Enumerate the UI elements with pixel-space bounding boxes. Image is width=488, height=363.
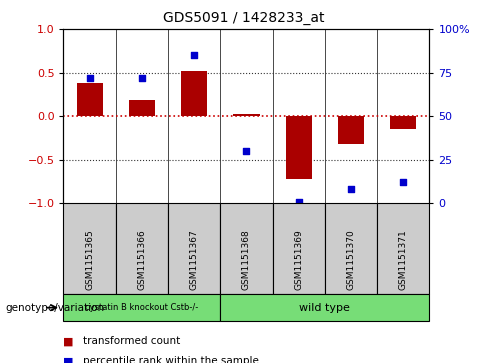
Point <box>190 52 198 58</box>
Point <box>399 179 407 185</box>
Bar <box>181 71 207 116</box>
Bar <box>233 114 260 116</box>
Bar <box>285 116 312 179</box>
Text: cystatin B knockout Cstb-/-: cystatin B knockout Cstb-/- <box>85 303 199 312</box>
Point <box>86 75 94 81</box>
Text: ■: ■ <box>63 336 74 346</box>
Text: GSM1151366: GSM1151366 <box>137 230 146 290</box>
Text: GSM1151370: GSM1151370 <box>346 230 356 290</box>
Text: wild type: wild type <box>300 303 350 313</box>
Point <box>295 199 303 204</box>
Point <box>138 75 146 81</box>
Bar <box>129 101 155 116</box>
Text: GSM1151371: GSM1151371 <box>399 230 408 290</box>
Bar <box>390 116 416 129</box>
Text: GSM1151367: GSM1151367 <box>190 230 199 290</box>
Text: GSM1151369: GSM1151369 <box>294 230 303 290</box>
Text: GDS5091 / 1428233_at: GDS5091 / 1428233_at <box>163 11 325 25</box>
Bar <box>77 83 102 116</box>
Point <box>347 187 355 192</box>
Text: genotype/variation: genotype/variation <box>5 303 104 313</box>
Text: ■: ■ <box>63 356 74 363</box>
Text: GSM1151368: GSM1151368 <box>242 230 251 290</box>
Bar <box>338 116 364 144</box>
Text: percentile rank within the sample: percentile rank within the sample <box>83 356 259 363</box>
Point <box>243 148 250 154</box>
Text: GSM1151365: GSM1151365 <box>85 230 94 290</box>
Text: transformed count: transformed count <box>83 336 180 346</box>
